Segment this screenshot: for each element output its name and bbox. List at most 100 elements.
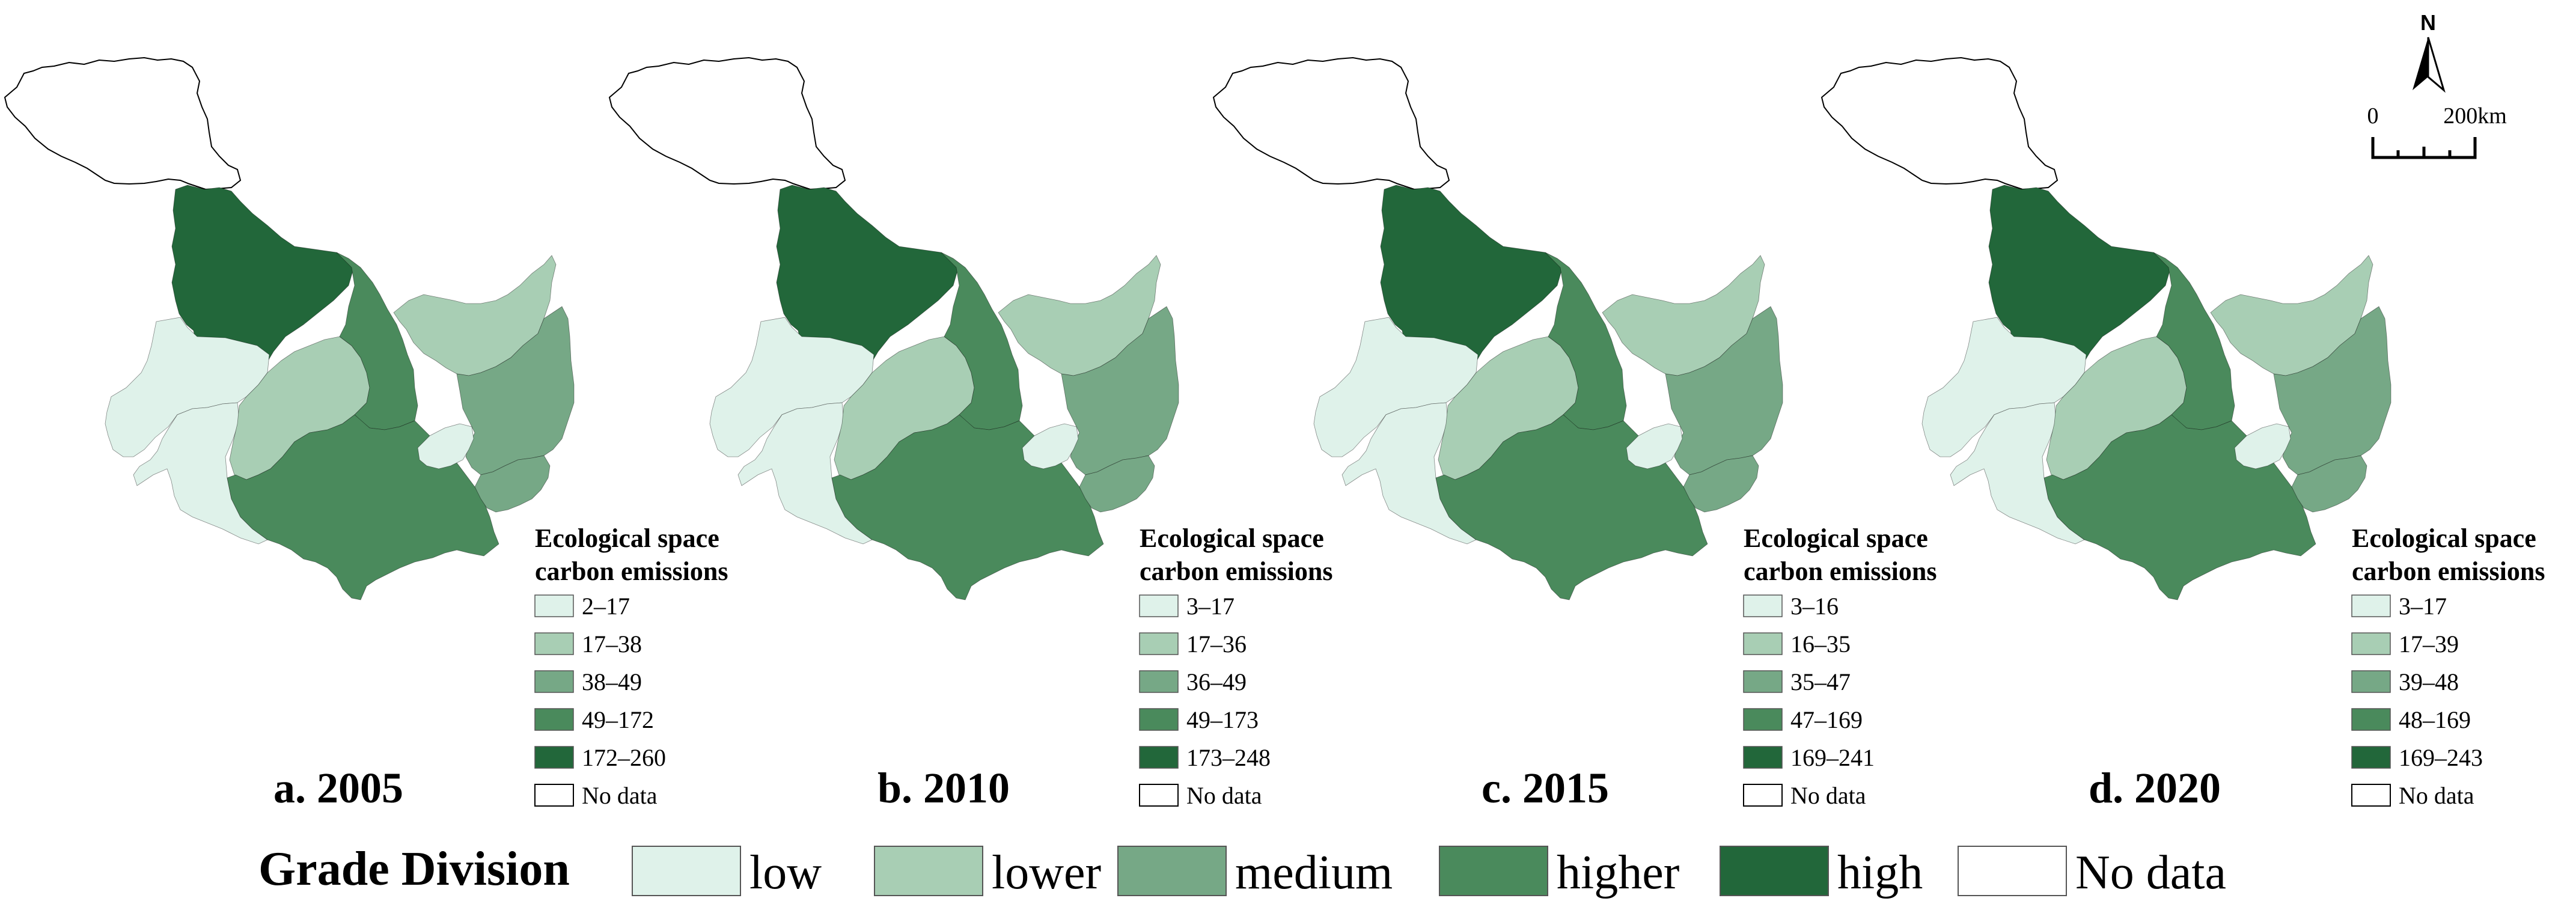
legend-swatch — [1743, 632, 1783, 655]
north-arrow-icon: N — [2413, 10, 2446, 93]
legend-title-line1: Ecological space — [1744, 524, 1928, 553]
legend-no-data-label: No data — [1186, 782, 1262, 809]
legend-swatch-no-data — [534, 784, 574, 807]
map-panel: Ecological space carbon emissions 3–17 17–3… — [1821, 56, 2545, 812]
legend-class-label: 17–39 — [2399, 631, 2459, 658]
legend-class-label: 169–243 — [2399, 744, 2483, 771]
legend-swatch — [2351, 746, 2391, 769]
region-east-small — [2234, 423, 2291, 469]
grade-label: high — [1837, 846, 1923, 899]
map-panel: Ecological space carbon emissions 2–17 17–3… — [4, 56, 728, 812]
legend-title-line2: carbon emissions — [535, 557, 728, 586]
region-far-north — [1212, 56, 1450, 191]
north-label: N — [2420, 10, 2436, 35]
region-west — [1921, 317, 2087, 457]
legend-class-label: 169–241 — [1790, 744, 1875, 771]
grade-swatch — [1439, 846, 1548, 896]
legend-class-label: 49–173 — [1186, 706, 1259, 733]
legend-swatch — [534, 708, 574, 731]
legend-class-label: 35–47 — [1790, 668, 1851, 695]
grade-swatch — [1958, 846, 2067, 896]
grade-swatch — [1117, 846, 1227, 896]
scale-start-label: 0 — [2367, 103, 2379, 129]
panel-label: d. 2020 — [2089, 764, 2221, 812]
grade-label: lower — [992, 846, 1101, 899]
region-east-small — [1022, 423, 1079, 469]
legend-class-label: 47–169 — [1790, 706, 1863, 733]
region-east-north — [393, 255, 557, 376]
grade-label: low — [749, 846, 822, 899]
region-east-north — [1602, 255, 1765, 376]
legend-swatch — [534, 670, 574, 693]
region-northwest-forest — [776, 185, 960, 379]
grade-division-legend: Grade Division low lower medium higher high N… — [258, 843, 2226, 899]
panel-label: b. 2010 — [877, 764, 1010, 812]
legend-class-label: 17–36 — [1186, 631, 1247, 658]
legend-title-line2: carbon emissions — [1140, 557, 1332, 586]
legend-swatch — [534, 632, 574, 655]
region-west — [709, 317, 874, 457]
legend-swatch — [534, 594, 574, 617]
scale-end-label: 200km — [2443, 103, 2507, 129]
legend-class-label: 17–38 — [582, 631, 642, 658]
map-panel: Ecological space carbon emissions 3–17 17–3… — [608, 56, 1332, 812]
scale-bar: 0 200km — [2367, 103, 2507, 159]
panel-label: a. 2005 — [273, 764, 403, 812]
grade-label: No data — [2075, 846, 2226, 899]
legend-class-label: 2–17 — [582, 593, 630, 620]
region-east-south — [1079, 455, 1155, 513]
grade-swatch — [632, 846, 741, 896]
region-west — [105, 317, 270, 457]
legend-class-label: 16–35 — [1790, 631, 1851, 658]
region-northwest-forest — [1988, 185, 2172, 379]
region-west — [1313, 317, 1479, 457]
grade-division-title: Grade Division — [258, 843, 570, 896]
legend-swatch — [1743, 708, 1783, 731]
legend-no-data-label: No data — [582, 782, 658, 809]
legend-no-data-label: No data — [1790, 782, 1866, 809]
region-east-south — [474, 455, 551, 513]
legend-class-label: 173–248 — [1186, 744, 1271, 771]
legend-class-label: 3–17 — [2399, 593, 2447, 620]
panel-label: c. 2015 — [1482, 764, 1609, 812]
legend-class-label: 3–17 — [1186, 593, 1235, 620]
legend-class-label: 172–260 — [582, 744, 666, 771]
region-far-north — [608, 56, 846, 191]
legend-no-data-label: No data — [2399, 782, 2474, 809]
legend-swatch — [1743, 594, 1783, 617]
region-far-north — [1821, 56, 2059, 191]
legend-swatch — [2351, 632, 2391, 655]
region-east-small — [417, 423, 474, 469]
legend-title-line2: carbon emissions — [1744, 557, 1937, 586]
map-panel: Ecological space carbon emissions 3–16 16–3… — [1212, 56, 1937, 812]
legend-class-label: 48–169 — [2399, 706, 2471, 733]
legend-title-line1: Ecological space — [1140, 524, 1324, 553]
legend-swatch — [2351, 708, 2391, 731]
region-east-south — [2291, 455, 2367, 513]
legend-class-label: 36–49 — [1186, 668, 1247, 695]
grade-swatch — [1720, 846, 1829, 896]
legend-swatch — [1743, 746, 1783, 769]
legend-class-label: 49–172 — [582, 706, 654, 733]
region-northwest-forest — [1380, 185, 1564, 379]
legend-swatch — [1139, 708, 1179, 731]
legend-swatch-no-data — [2351, 784, 2391, 807]
legend-title-line1: Ecological space — [535, 524, 719, 553]
region-east-north — [998, 255, 1161, 376]
region-east-small — [1626, 423, 1683, 469]
map-panels: Ecological space carbon emissions 2–17 17–3… — [4, 56, 2545, 812]
legend-swatch — [2351, 594, 2391, 617]
legend-class-label: 38–49 — [582, 668, 642, 695]
legend-swatch — [1139, 632, 1179, 655]
legend-class-label: 39–48 — [2399, 668, 2459, 695]
grade-label: higher — [1557, 846, 1679, 899]
legend-swatch — [2351, 670, 2391, 693]
region-northwest-forest — [171, 185, 355, 379]
region-far-north — [4, 56, 242, 191]
legend-class-label: 3–16 — [1790, 593, 1839, 620]
legend-swatch — [1139, 594, 1179, 617]
legend-swatch-no-data — [1743, 784, 1783, 807]
region-east-north — [2210, 255, 2373, 376]
grade-swatch — [874, 846, 983, 896]
